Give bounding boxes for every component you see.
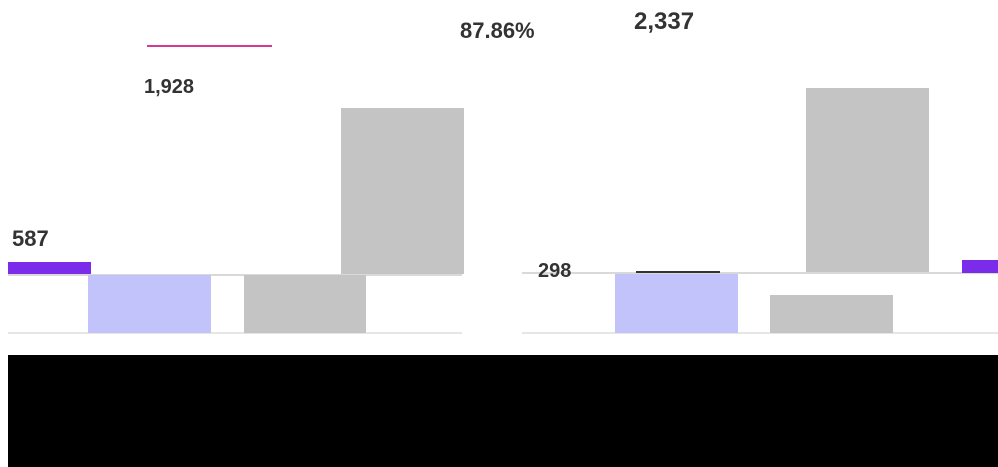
left-panel xyxy=(8,45,464,334)
bar-left-4 xyxy=(341,108,464,274)
value-label-587: 587 xyxy=(12,226,49,251)
right-panel xyxy=(522,88,998,334)
bar-right-1 xyxy=(615,274,738,333)
bar-left-3 xyxy=(244,275,366,333)
bar-right-3 xyxy=(806,88,929,272)
redacted-panel xyxy=(8,355,998,467)
bar-left-1 xyxy=(8,262,91,274)
value-label-2337: 2,337 xyxy=(634,8,695,35)
bar-right-2 xyxy=(770,295,893,333)
bar-right-4 xyxy=(962,260,998,273)
bar-left-2 xyxy=(88,275,211,333)
value-label-1928: 1,928 xyxy=(144,76,195,98)
value-label-percent: 87.86% xyxy=(460,18,535,43)
value-label-298: 298 xyxy=(538,260,572,282)
